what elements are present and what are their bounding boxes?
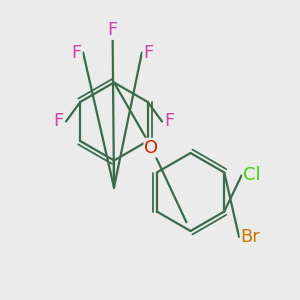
- Text: O: O: [144, 139, 159, 157]
- Text: Cl: Cl: [243, 167, 261, 184]
- Text: F: F: [164, 112, 175, 130]
- Text: F: F: [71, 44, 82, 62]
- Text: F: F: [143, 44, 154, 62]
- Text: Br: Br: [241, 228, 260, 246]
- Text: F: F: [107, 21, 118, 39]
- Text: F: F: [53, 112, 64, 130]
